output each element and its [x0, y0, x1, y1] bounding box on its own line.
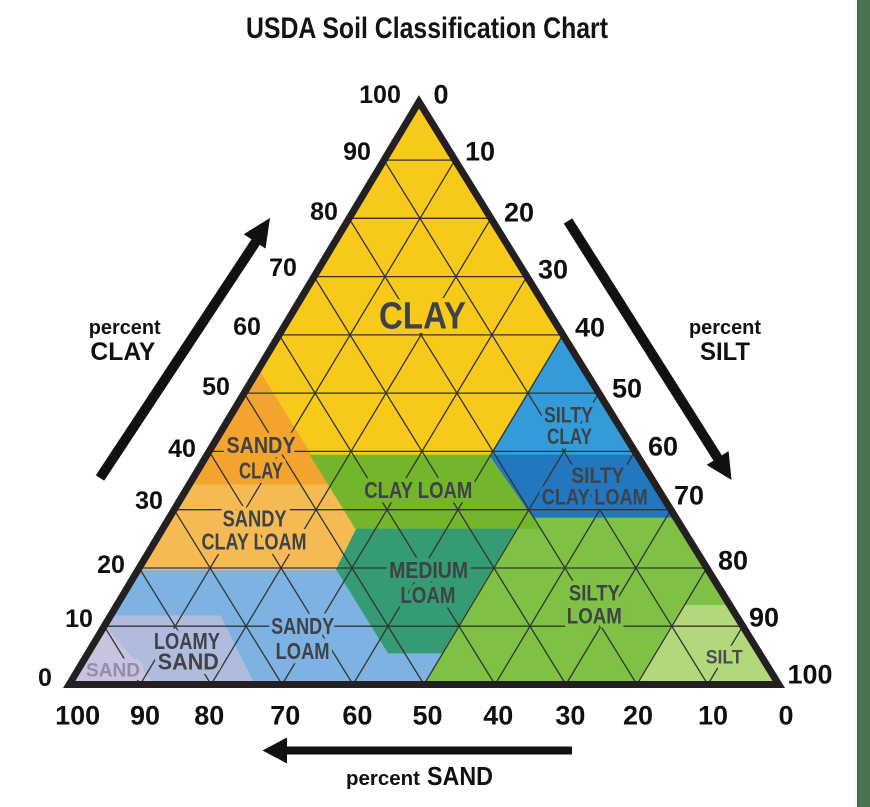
svg-text:80: 80 — [718, 546, 748, 576]
svg-text:70: 70 — [269, 254, 297, 282]
svg-text:50: 50 — [612, 374, 642, 404]
svg-text:50: 50 — [412, 701, 442, 731]
svg-text:0: 0 — [433, 80, 448, 110]
svg-text:CLAY LOAM: CLAY LOAM — [542, 485, 648, 510]
svg-text:0: 0 — [778, 701, 793, 731]
svg-text:SILT: SILT — [706, 648, 743, 669]
svg-text:70: 70 — [270, 701, 300, 731]
svg-text:80: 80 — [310, 198, 338, 226]
svg-text:90: 90 — [343, 138, 371, 166]
svg-text:30: 30 — [555, 701, 585, 731]
svg-text:CLAY: CLAY — [547, 424, 592, 449]
svg-text:SILTY: SILTY — [569, 581, 620, 606]
svg-text:60: 60 — [342, 701, 372, 731]
svg-text:percent: percent — [346, 768, 420, 790]
svg-text:LOAM: LOAM — [276, 638, 330, 664]
svg-text:SAND: SAND — [427, 761, 493, 791]
svg-text:0: 0 — [38, 664, 52, 692]
svg-text:CLAY LOAM: CLAY LOAM — [364, 477, 472, 503]
svg-text:percent: percent — [689, 317, 761, 339]
svg-text:80: 80 — [194, 701, 224, 731]
svg-text:SANDY: SANDY — [227, 432, 296, 458]
svg-text:100: 100 — [55, 701, 100, 731]
svg-text:60: 60 — [648, 432, 678, 462]
svg-text:SANDY: SANDY — [271, 613, 334, 639]
svg-text:20: 20 — [504, 198, 534, 228]
svg-text:60: 60 — [233, 313, 261, 341]
svg-text:CLAY: CLAY — [90, 338, 155, 366]
svg-text:90: 90 — [130, 701, 160, 731]
svg-text:100: 100 — [359, 81, 401, 109]
svg-text:10: 10 — [698, 701, 728, 731]
svg-text:90: 90 — [749, 603, 779, 633]
svg-text:SILT: SILT — [700, 338, 750, 366]
svg-text:CLAY LOAM: CLAY LOAM — [202, 529, 307, 555]
svg-text:CLAY: CLAY — [239, 458, 283, 484]
svg-text:30: 30 — [538, 255, 568, 285]
svg-text:20: 20 — [623, 701, 653, 731]
svg-text:MEDIUM: MEDIUM — [389, 557, 468, 583]
svg-text:20: 20 — [97, 551, 125, 579]
svg-text:40: 40 — [483, 701, 513, 731]
svg-text:100: 100 — [787, 660, 832, 690]
svg-text:SAND: SAND — [158, 649, 219, 675]
svg-text:10: 10 — [65, 605, 93, 633]
svg-text:percent: percent — [89, 317, 161, 339]
svg-text:USDA Soil Classification Chart: USDA Soil Classification Chart — [246, 12, 608, 45]
svg-text:SAND: SAND — [86, 661, 140, 682]
svg-text:70: 70 — [674, 481, 704, 511]
svg-text:CLAY: CLAY — [379, 296, 466, 338]
svg-text:10: 10 — [465, 137, 495, 167]
svg-text:SANDY: SANDY — [223, 506, 287, 532]
svg-text:50: 50 — [202, 373, 230, 401]
svg-text:LOAMY: LOAMY — [154, 628, 220, 654]
svg-text:40: 40 — [168, 435, 196, 463]
svg-text:LOAM: LOAM — [400, 582, 455, 608]
svg-text:SILTY: SILTY — [544, 403, 593, 428]
svg-text:LOAM: LOAM — [567, 604, 622, 629]
svg-text:30: 30 — [135, 487, 163, 515]
svg-text:40: 40 — [575, 313, 605, 343]
svg-text:SILTY: SILTY — [571, 463, 624, 488]
